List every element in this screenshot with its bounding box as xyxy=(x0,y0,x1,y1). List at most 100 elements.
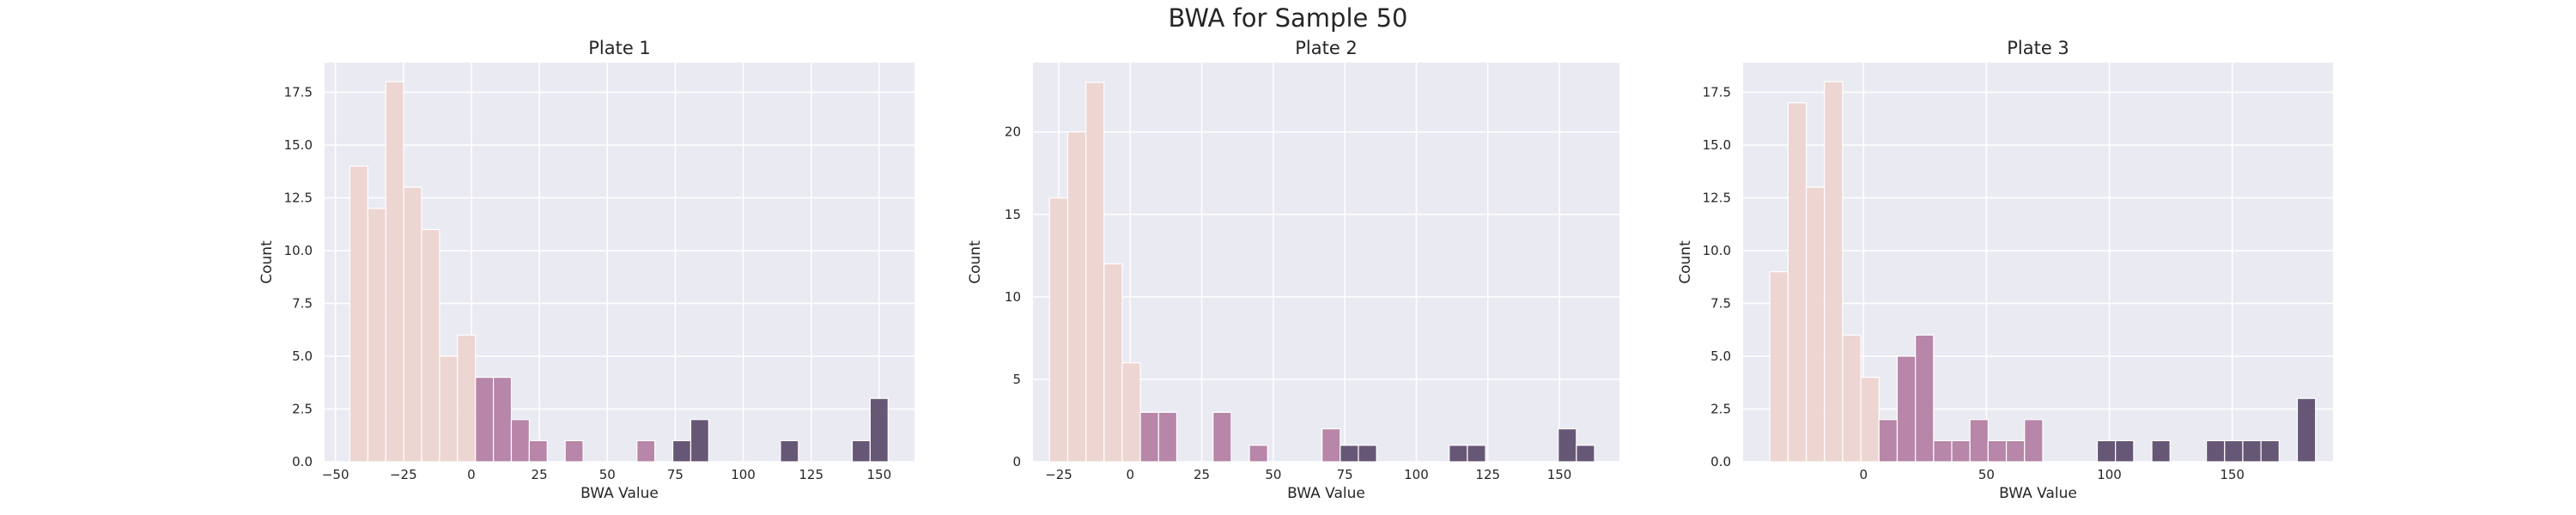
histogram-bar xyxy=(1787,102,1807,463)
x-tick-label: −25 xyxy=(390,467,417,482)
histogram-bar xyxy=(1085,82,1105,463)
histogram-bar xyxy=(1558,427,1577,463)
y-tick-label: 10.0 xyxy=(284,243,313,258)
histogram-bar xyxy=(1860,376,1880,463)
y-tick-label: 2.5 xyxy=(292,401,313,416)
x-tick-label: 25 xyxy=(1194,467,1210,482)
histogram-bar xyxy=(1933,439,1953,463)
histogram-bar xyxy=(1321,427,1341,463)
y-tick-label: 10 xyxy=(1005,289,1021,305)
histogram-bar xyxy=(1951,439,1971,463)
x-tick-label: 25 xyxy=(532,467,548,482)
histogram-bar xyxy=(2096,439,2117,463)
x-tick-label: 50 xyxy=(1978,467,1995,482)
histogram-bar xyxy=(2224,439,2244,463)
histogram-bar xyxy=(1139,411,1159,463)
histogram-bar xyxy=(1449,445,1468,463)
histogram-bar xyxy=(851,439,871,463)
histogram-bar xyxy=(475,376,495,463)
y-axis-label: Count xyxy=(1677,240,1694,284)
x-tick-label: 0 xyxy=(467,467,476,482)
x-tick-label: −50 xyxy=(322,467,349,482)
histogram-bar xyxy=(1103,263,1123,463)
histogram-bar xyxy=(493,376,513,463)
histogram-bar xyxy=(2024,419,2044,463)
x-axis-label: BWA Value xyxy=(1999,485,2077,502)
histogram-bar xyxy=(1769,270,1789,463)
x-tick-label: 150 xyxy=(1547,467,1572,482)
histogram-bar xyxy=(367,208,386,463)
plot-panel-3: 0 50 100 150 0.0 2.5 5.0 7.5 10.0 12.5 15.0 17.5 BWA… xyxy=(1677,38,2333,502)
x-tick-label: 100 xyxy=(2097,467,2122,482)
x-tick-label: 50 xyxy=(599,467,616,482)
histogram-bar xyxy=(457,334,477,463)
histogram-bar xyxy=(1121,362,1141,463)
histogram-bar xyxy=(528,439,548,463)
y-axis-label: Count xyxy=(967,240,984,284)
histogram-bar xyxy=(2115,439,2135,463)
plot-panel-1: −50 −25 0 25 50 75 100 125 150 0.0 2.5 5.0 7.5 10.0 12… xyxy=(258,38,914,502)
y-tick-label: 12.5 xyxy=(1703,190,1731,205)
histogram-bar xyxy=(671,439,692,463)
plot-title: Plate 1 xyxy=(588,38,651,58)
histogram-bar xyxy=(510,419,530,463)
y-tick-label: 17.5 xyxy=(1703,84,1731,100)
x-tick-label: 50 xyxy=(1265,467,1281,482)
histogram-bar xyxy=(1824,81,1844,463)
histogram-bar xyxy=(1340,445,1359,463)
histogram-bar xyxy=(439,355,459,463)
histogram-bar xyxy=(1467,445,1486,463)
y-tick-label: 5 xyxy=(1012,372,1021,387)
x-tick-label: 100 xyxy=(1404,467,1429,482)
histogram-bar xyxy=(1969,419,1989,463)
histogram-bar xyxy=(1249,445,1268,463)
x-tick-label: −25 xyxy=(1045,467,1072,482)
histogram-bar xyxy=(421,228,440,463)
y-tick-label: 15 xyxy=(1005,207,1021,222)
plot-title: Plate 2 xyxy=(1295,38,1358,58)
histogram-bar xyxy=(2296,397,2317,463)
histogram-bar xyxy=(1157,411,1178,463)
y-tick-label: 5.0 xyxy=(1710,348,1731,364)
histogram-bar xyxy=(2151,439,2171,463)
histogram-bar xyxy=(2260,439,2280,463)
x-tick-label: 125 xyxy=(799,467,823,482)
histogram-bar xyxy=(403,186,422,463)
x-tick-label: 100 xyxy=(731,467,756,482)
y-tick-label: 7.5 xyxy=(292,295,313,311)
histogram-bar xyxy=(1878,419,1899,463)
y-tick-label: 0.0 xyxy=(292,454,313,470)
plot-title: Plate 3 xyxy=(2007,38,2069,58)
x-axis-label: BWA Value xyxy=(1287,485,1365,502)
x-axis-label: BWA Value xyxy=(580,485,659,502)
histogram-bar xyxy=(1048,197,1069,463)
y-tick-label: 12.5 xyxy=(284,190,313,205)
figure-title: BWA for Sample 50 xyxy=(1168,3,1408,33)
histogram-bar xyxy=(1842,334,1862,463)
y-tick-label: 17.5 xyxy=(284,84,313,100)
y-tick-label: 7.5 xyxy=(1710,295,1731,311)
x-tick-label: 0 xyxy=(1859,467,1868,482)
histogram-bar xyxy=(1987,439,2008,463)
histogram-bar xyxy=(1576,445,1595,463)
y-tick-label: 0.0 xyxy=(1710,454,1731,470)
y-tick-label: 15.0 xyxy=(284,137,313,153)
y-tick-label: 5.0 xyxy=(292,348,313,364)
histogram-bar xyxy=(2005,439,2026,463)
histogram-bar xyxy=(1915,334,1935,463)
y-tick-label: 10.0 xyxy=(1703,243,1731,258)
x-tick-label: 75 xyxy=(667,467,683,482)
x-tick-label: 125 xyxy=(1475,467,1500,482)
histogram-bar xyxy=(2242,439,2262,463)
y-tick-label: 0 xyxy=(1012,454,1021,470)
y-tick-label: 20 xyxy=(1005,124,1021,140)
histogram-bar xyxy=(1358,445,1377,463)
histogram-bar xyxy=(690,419,709,463)
x-tick-label: 150 xyxy=(867,467,892,482)
histogram-bar xyxy=(780,439,799,463)
x-tick-label: 0 xyxy=(1127,467,1135,482)
histogram-bar xyxy=(869,397,889,463)
histogram-bar xyxy=(1805,186,1826,463)
histogram-bar xyxy=(564,439,584,463)
